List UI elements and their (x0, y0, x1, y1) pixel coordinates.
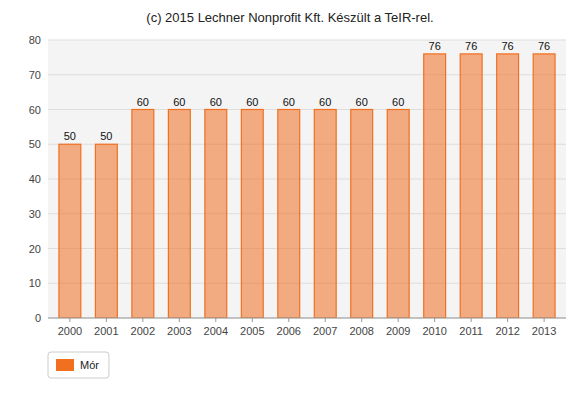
bar (132, 110, 154, 319)
title: (c) 2015 Lechner Nonprofit Kft. Készült … (146, 10, 433, 25)
legend: Mór (48, 352, 109, 378)
bar (241, 110, 263, 319)
data-labels: 50 50 60 60 60 60 60 60 60 60 76 76 76 76 (64, 40, 550, 142)
data-label: 76 (429, 40, 441, 52)
grid-line (48, 40, 566, 41)
data-label: 76 (538, 40, 550, 52)
y-tick-label: 0 (35, 312, 41, 324)
y-tick-label: 50 (29, 138, 41, 150)
grid-line (48, 283, 566, 284)
legend-label: Mór (80, 359, 99, 371)
data-label: 60 (283, 96, 295, 108)
x-tick (325, 318, 326, 322)
x-tick-label: 2011 (459, 325, 483, 337)
y-tick-label: 70 (29, 69, 41, 81)
bar (205, 110, 227, 319)
x-tick-label: 2001 (94, 325, 118, 337)
chart: (c) 2015 Lechner Nonprofit Kft. Készült … (0, 0, 580, 400)
x-tick-label: 2000 (58, 325, 82, 337)
x-tick-label: 2002 (131, 325, 155, 337)
x-tick (69, 318, 70, 322)
x-tick (288, 318, 289, 322)
data-label: 60 (392, 96, 404, 108)
x-tick (215, 318, 216, 322)
x-tick-label: 2009 (386, 325, 410, 337)
data-label: 76 (465, 40, 477, 52)
data-label: 76 (502, 40, 514, 52)
y-tick-label: 40 (29, 173, 41, 185)
bar (95, 144, 117, 318)
x-tick-label: 2006 (277, 325, 301, 337)
y-axis: 0 10 20 30 40 50 60 70 80 (29, 34, 566, 324)
x-tick-label: 2013 (532, 325, 556, 337)
data-label: 50 (100, 130, 112, 142)
bars (59, 54, 555, 318)
x-tick-label: 2010 (422, 325, 446, 337)
legend-swatch (56, 359, 74, 371)
bar (533, 54, 555, 318)
x-tick-label: 2004 (204, 325, 228, 337)
grid-line (48, 318, 566, 319)
x-tick (252, 318, 253, 322)
bar (351, 110, 373, 319)
bar (278, 110, 300, 319)
x-tick (544, 318, 545, 322)
y-tick-label: 60 (29, 104, 41, 116)
x-tick (471, 318, 472, 322)
grid-line (48, 144, 566, 145)
data-label: 60 (246, 96, 258, 108)
data-label: 60 (319, 96, 331, 108)
bar (314, 110, 336, 319)
y-tick-label: 10 (29, 277, 41, 289)
x-tick-label: 2012 (495, 325, 519, 337)
grid-line (48, 248, 566, 249)
x-tick (398, 318, 399, 322)
bar (460, 54, 482, 318)
x-tick-label: 2007 (313, 325, 337, 337)
x-tick (142, 318, 143, 322)
x-tick (106, 318, 107, 322)
data-label: 60 (173, 96, 185, 108)
y-tick-label: 80 (29, 34, 41, 46)
x-tick (361, 318, 362, 322)
bar (497, 54, 519, 318)
bar (168, 110, 190, 319)
y-tick-label: 20 (29, 243, 41, 255)
plot-area (48, 40, 566, 318)
y-tick-label: 30 (29, 208, 41, 220)
data-label: 50 (64, 130, 76, 142)
x-tick (179, 318, 180, 322)
x-tick-label: 2003 (167, 325, 191, 337)
grid-line (48, 179, 566, 180)
x-tick (434, 318, 435, 322)
x-tick-label: 2008 (349, 325, 373, 337)
bar (387, 110, 409, 319)
x-tick (507, 318, 508, 322)
grid-line (48, 74, 566, 75)
x-tick-label: 2005 (240, 325, 264, 337)
x-axis: 2000 2001 2002 2003 2004 2005 2006 2007 2008 2009… (48, 318, 566, 337)
legend-box (48, 352, 109, 378)
x-axis-line (48, 318, 566, 319)
bar (424, 54, 446, 318)
bar (59, 144, 81, 318)
data-label: 60 (137, 96, 149, 108)
data-label: 60 (210, 96, 222, 108)
data-label: 60 (356, 96, 368, 108)
grid-line (48, 109, 566, 110)
grid-line (48, 213, 566, 214)
